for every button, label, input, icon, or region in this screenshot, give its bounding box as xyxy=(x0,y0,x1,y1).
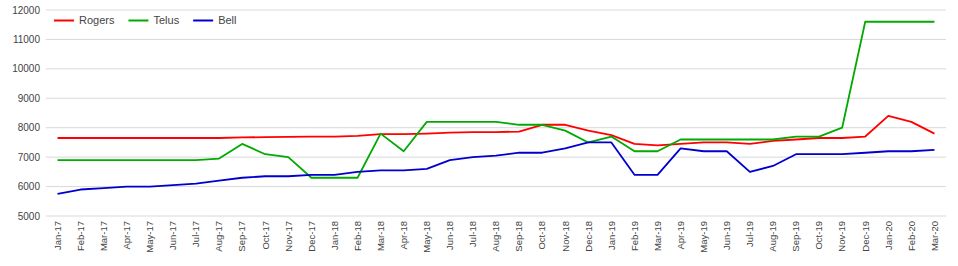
x-tick-label: Jun-17 xyxy=(167,221,178,250)
x-tick-label: Oct-18 xyxy=(536,221,547,250)
legend: Rogers Telus Bell xyxy=(54,14,237,26)
grid-line xyxy=(46,39,946,40)
x-tick-label: Feb-19 xyxy=(629,221,640,251)
y-tick-label: 8000 xyxy=(18,122,41,133)
x-tick-label: Nov-18 xyxy=(560,221,571,252)
x-tick-label: Sep-19 xyxy=(790,221,801,252)
series-line xyxy=(58,116,935,145)
x-tick-label: Aug-19 xyxy=(767,221,778,252)
x-tick-label: Jan-20 xyxy=(883,221,894,250)
x-tick-label: Mar-18 xyxy=(375,221,386,251)
x-tick-label: May-19 xyxy=(698,221,709,253)
grid xyxy=(46,10,946,216)
legend-label: Telus xyxy=(153,14,179,26)
x-tick-label: Feb-18 xyxy=(352,221,363,251)
legend-swatch xyxy=(54,20,74,22)
x-tick-label: Apr-17 xyxy=(121,221,132,250)
x-tick-label: Jan-17 xyxy=(52,221,63,250)
x-tick-label: Mar-20 xyxy=(929,221,940,251)
x-tick-label: Jul-18 xyxy=(467,221,478,247)
x-tick-label: Jun-19 xyxy=(721,221,732,250)
y-tick-label: 11000 xyxy=(13,34,41,45)
x-tick-label: Apr-19 xyxy=(675,221,686,250)
lines xyxy=(58,22,935,194)
y-tick-label: 12000 xyxy=(12,5,40,16)
legend-label: Rogers xyxy=(79,14,115,26)
grid-line xyxy=(46,68,946,69)
series-line xyxy=(58,142,935,194)
x-tick-label: Dec-18 xyxy=(583,221,594,252)
x-tick-label: Jul-19 xyxy=(744,221,755,247)
y-tick-label: 7000 xyxy=(18,152,41,163)
x-tick-label: Apr-18 xyxy=(398,221,409,250)
grid-line xyxy=(46,127,946,128)
x-tick-label: May-18 xyxy=(421,221,432,253)
x-tick-label: Dec-17 xyxy=(306,221,317,252)
x-tick-label: Jan-19 xyxy=(606,221,617,250)
y-tick-label: 6000 xyxy=(18,181,41,192)
x-tick-label: Sep-18 xyxy=(513,221,524,252)
x-tick-label: Feb-20 xyxy=(906,221,917,251)
x-tick-label: Mar-19 xyxy=(652,221,663,251)
legend-swatch xyxy=(193,20,213,22)
x-tick-label: Nov-19 xyxy=(836,221,847,252)
x-tick-label: Feb-17 xyxy=(75,221,86,251)
x-tick-label: Jan-18 xyxy=(329,221,340,250)
grid-line xyxy=(46,186,946,187)
x-tick-label: May-17 xyxy=(144,221,155,253)
grid-line xyxy=(46,216,946,217)
y-tick-label: 5000 xyxy=(18,211,41,222)
x-tick-label: Jun-18 xyxy=(444,221,455,250)
x-tick-label: Jul-17 xyxy=(190,221,201,247)
x-tick-label: Oct-19 xyxy=(813,221,824,250)
x-tick-label: Dec-19 xyxy=(860,221,871,252)
x-tick-label: Aug-17 xyxy=(213,221,224,252)
x-tick-label: Aug-18 xyxy=(490,221,501,252)
legend-label: Bell xyxy=(218,14,236,26)
y-tick-label: 10000 xyxy=(12,63,40,74)
x-tick-label: Oct-17 xyxy=(260,221,271,250)
grid-line xyxy=(46,10,946,11)
x-tick-label: Nov-17 xyxy=(283,221,294,252)
grid-line xyxy=(46,157,946,158)
x-axis: Jan-17 Feb-17 Mar-17 Apr-17 May-17 Jun-17 Jul-… xyxy=(52,221,940,253)
legend-swatch xyxy=(128,20,148,22)
grid-line xyxy=(46,98,946,99)
x-tick-label: Sep-17 xyxy=(236,221,247,252)
y-axis: 5000 6000 7000 8000 9000 10000 11000 12000 xyxy=(12,5,40,222)
y-tick-label: 9000 xyxy=(18,93,41,104)
chart: 5000 6000 7000 8000 9000 10000 11000 12000 Jan-1… xyxy=(0,0,958,266)
x-tick-label: Mar-17 xyxy=(98,221,109,251)
